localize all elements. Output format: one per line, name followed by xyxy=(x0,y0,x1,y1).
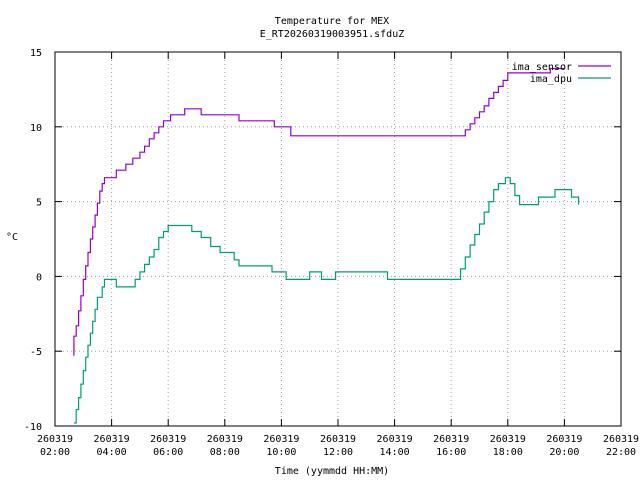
x-tick-label-date: 260319 xyxy=(94,434,130,445)
series-lines xyxy=(73,67,580,424)
x-tick-label-date: 260319 xyxy=(377,434,413,445)
x-tick-label-date: 260319 xyxy=(433,434,469,445)
chart-subtitle: E_RT20260319003951.sfduZ xyxy=(260,29,405,40)
x-tick-label-time: 16:00 xyxy=(436,447,466,458)
y-tick-label: -10 xyxy=(24,422,42,433)
x-tick-labels: 260319 02:00 260319 04:00 260319 06:00 260319 0… xyxy=(37,434,639,458)
x-tick-label-date: 260319 xyxy=(490,434,526,445)
legend-label-ima-dpu: ima_dpu xyxy=(530,74,572,85)
y-tick-label: 5 xyxy=(36,198,42,209)
y-tick-label: 15 xyxy=(30,48,42,59)
y-tick-label: 10 xyxy=(30,123,42,134)
x-tick-label-date: 260319 xyxy=(603,434,639,445)
y-tick-labels: -10 -5 0 5 10 15 xyxy=(24,48,42,433)
x-tick-label-time: 10:00 xyxy=(266,447,296,458)
x-tick-label-time: 14:00 xyxy=(380,447,410,458)
x-tick-label-time: 20:00 xyxy=(549,447,579,458)
x-tick-label-date: 260319 xyxy=(320,434,356,445)
x-tick-label-time: 08:00 xyxy=(210,447,240,458)
x-tick-label-date: 260319 xyxy=(150,434,186,445)
x-tick-label-time: 12:00 xyxy=(323,447,353,458)
series-line-ima-dpu xyxy=(73,177,580,424)
x-tick-label-time: 04:00 xyxy=(97,447,127,458)
x-tick-label-date: 260319 xyxy=(207,434,243,445)
legend-label-ima-sensor: ima_sensor xyxy=(512,62,572,73)
x-tick-label-date: 260319 xyxy=(37,434,73,445)
plot-frame xyxy=(54,51,622,427)
x-tick-label-time: 06:00 xyxy=(153,447,183,458)
y-axis-label: °C xyxy=(6,232,18,243)
grid-lines xyxy=(55,52,621,426)
x-tick-label-date: 260319 xyxy=(263,434,299,445)
x-axis-label: Time (yymmdd HH:MM) xyxy=(275,466,389,477)
series-line-ima-sensor xyxy=(73,67,565,356)
y-tick-label: 0 xyxy=(36,272,42,283)
x-tick-label-time: 02:00 xyxy=(40,447,70,458)
x-tick-label-time: 22:00 xyxy=(606,447,636,458)
x-tick-label-time: 18:00 xyxy=(493,447,523,458)
y-tick-label: -5 xyxy=(30,347,42,358)
x-tick-label-date: 260319 xyxy=(546,434,582,445)
chart-title: Temperature for MEX xyxy=(275,16,389,27)
